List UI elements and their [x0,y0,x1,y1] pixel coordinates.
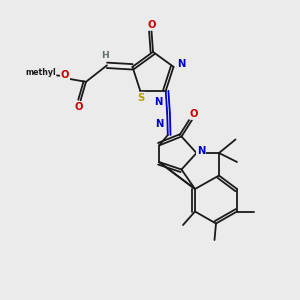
Text: H: H [102,51,109,60]
Text: N: N [155,119,164,129]
Text: O: O [61,70,69,80]
Text: O: O [147,20,156,30]
Text: N: N [154,97,163,107]
Text: S: S [137,93,145,103]
Text: methyl: methyl [25,68,56,77]
Text: N: N [177,59,185,69]
Text: N: N [197,146,205,157]
Text: O: O [190,109,198,119]
Text: O: O [75,102,83,112]
